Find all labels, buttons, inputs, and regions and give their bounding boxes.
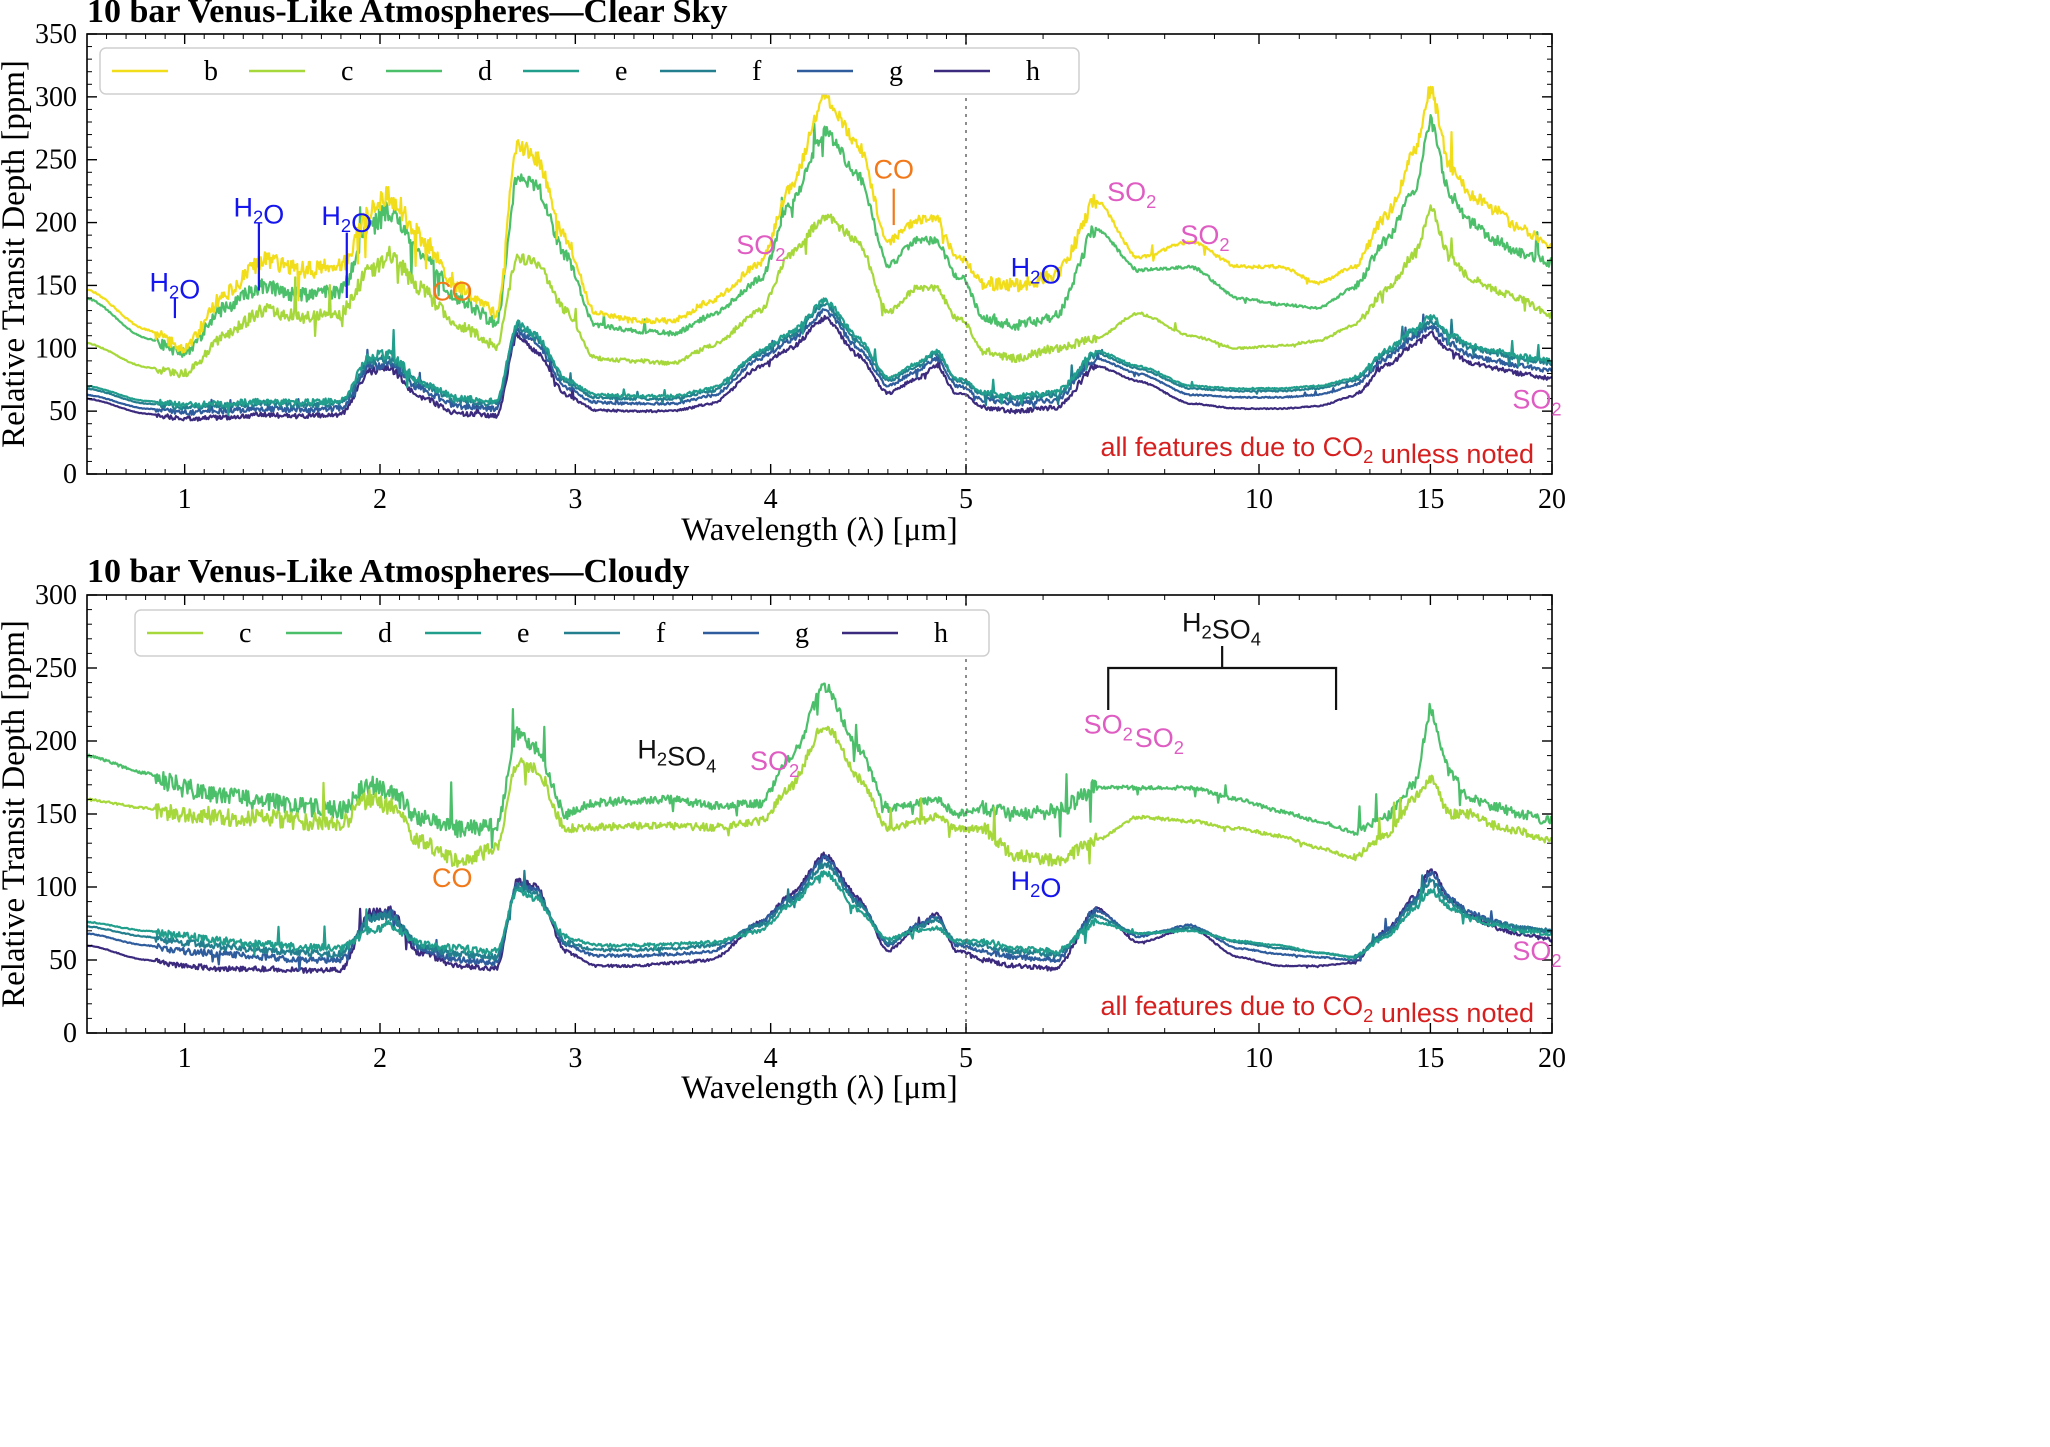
y-tick-label: 150 (35, 799, 77, 830)
x-tick-label: 10 (1245, 1043, 1273, 1074)
plot-frame (86, 33, 1553, 475)
y-tick-label: 200 (35, 208, 77, 239)
y-tick-label: 0 (63, 1018, 77, 1049)
series-line-d (87, 682, 1552, 849)
annotation-label: SO2 (1135, 723, 1184, 758)
annotation-label: CO (873, 155, 914, 185)
x-tick-label: 10 (1245, 484, 1273, 515)
legend-box (99, 47, 1080, 95)
annotation-label: CO (432, 863, 473, 893)
annotation-label: SO2 (1512, 385, 1561, 420)
annotation-label: H2O (1011, 866, 1062, 903)
annotation-label: H2O (321, 201, 372, 238)
y-tick-label: 300 (35, 82, 77, 113)
panel-cloudy: 10 bar Venus-Like Atmospheres—Cloudy 0 50 1… (0, 553, 1566, 1106)
x-tick-label: 4 (764, 1043, 778, 1074)
x-tick-label: 1 (178, 484, 192, 515)
x-tick-label: 2 (373, 1043, 387, 1074)
legend-label-g: g (889, 56, 903, 87)
legend-box (134, 609, 990, 657)
legend-label-e: e (517, 618, 529, 649)
series-line-e (87, 870, 1552, 961)
x-tick-label: 20 (1538, 1043, 1566, 1074)
legend-label-h: h (934, 618, 948, 649)
x-axis-label: Wavelength (λ) [μm] (681, 512, 958, 548)
annotation-label: SO2 (1107, 177, 1156, 212)
y-tick-label: 50 (49, 945, 77, 976)
annotation-label: SO2 (750, 746, 799, 781)
series-line-g (87, 308, 1552, 416)
y-tick-label: 0 (63, 459, 77, 490)
y-tick-label: 100 (35, 333, 77, 364)
legend-label-c: c (239, 618, 251, 649)
x-tick-label: 1 (178, 1043, 192, 1074)
series-line-c (87, 725, 1552, 868)
series-line-h (87, 851, 1552, 974)
annotation-label: CO (432, 277, 473, 307)
y-tick-label: 100 (35, 872, 77, 903)
series-line-d (87, 114, 1552, 358)
annotation-label: H2SO4 (1182, 608, 1261, 650)
y-tick-label: 350 (35, 19, 77, 50)
legend-label-d: d (378, 618, 392, 649)
y-tick-label: 250 (35, 145, 77, 176)
annotation-label: H2SO4 (637, 735, 716, 777)
x-tick-label: 5 (959, 484, 973, 515)
chart-title: 10 bar Venus-Like Atmospheres—Clear Sky (87, 0, 727, 30)
y-tick-label: 250 (35, 653, 77, 684)
annotation-label: SO2 (1512, 936, 1561, 971)
series-line-h (87, 314, 1552, 422)
series-line-c (87, 204, 1552, 379)
annotation-label: SO2 (1084, 710, 1133, 745)
legend-label-f: f (656, 618, 666, 649)
x-axis-label: Wavelength (λ) [μm] (681, 1070, 958, 1106)
x-tick-label: 3 (568, 484, 582, 515)
y-tick-label: 300 (35, 580, 77, 611)
x-tick-label: 15 (1416, 484, 1444, 515)
x-tick-label: 3 (568, 1043, 582, 1074)
series-line-b (87, 85, 1552, 354)
h2so4-bracket (1107, 666, 1338, 710)
annotation-label: H2O (234, 192, 285, 229)
series-group (87, 85, 1552, 422)
annotation-label: H2O (1011, 253, 1062, 290)
y-axis-label: Relative Transit Depth [ppm] (0, 60, 32, 448)
x-tick-label: 5 (959, 1043, 973, 1074)
footnote-label: all features due to CO2 unless noted (1101, 432, 1535, 469)
y-axis-label: Relative Transit Depth [ppm] (0, 620, 32, 1008)
series-group (87, 682, 1552, 974)
legend-label-g: g (795, 618, 809, 649)
x-tick-label: 20 (1538, 484, 1566, 515)
y-tick-label: 200 (35, 726, 77, 757)
x-tick-label: 2 (373, 484, 387, 515)
chart-title: 10 bar Venus-Like Atmospheres—Cloudy (87, 553, 689, 590)
legend-label-h: h (1026, 56, 1040, 87)
series-line-e (87, 297, 1552, 416)
annotation-label: SO2 (736, 230, 785, 265)
y-tick-label: 50 (49, 396, 77, 427)
panel-clear-sky: 10 bar Venus-Like Atmospheres—Clear Sky 0… (0, 0, 1566, 548)
legend-label-f: f (752, 56, 762, 87)
annotation-label: H2O (150, 268, 201, 305)
y-tick-label: 150 (35, 270, 77, 301)
legend-label-d: d (478, 56, 492, 87)
legend-label-e: e (615, 56, 627, 87)
annotation-label: SO2 (1180, 220, 1229, 255)
footnote-label: all features due to CO2 unless noted (1101, 991, 1535, 1028)
series-line-f (87, 302, 1552, 411)
x-tick-label: 4 (764, 484, 778, 515)
legend-label-c: c (341, 56, 353, 87)
legend-label-b: b (204, 56, 218, 87)
x-tick-label: 15 (1416, 1043, 1444, 1074)
